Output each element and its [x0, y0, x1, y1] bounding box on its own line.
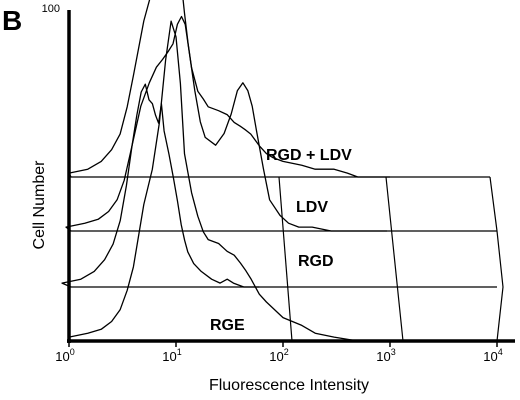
x-axis-title: Fluorescence Intensity: [209, 377, 369, 394]
y-max-label: 100: [42, 3, 60, 15]
x-tick-label: 101: [162, 347, 181, 364]
x-tick-label: 104: [483, 347, 502, 364]
histogram-series: [61, 0, 390, 342]
perspective-grid: [69, 176, 504, 342]
x-ticks: 100 101 102 103 104: [55, 341, 503, 364]
x-tick-label: 102: [269, 347, 288, 364]
grid-decade-line: [385, 176, 404, 342]
x-tick-label: 103: [376, 347, 395, 364]
y-axis-title: Cell Number: [31, 160, 48, 250]
histogram-line-ldv: [68, 0, 390, 178]
panel-letter: B: [2, 5, 22, 36]
grid-decade-line: [278, 176, 293, 342]
histogram-line-rgd-ldv: [68, 20, 390, 342]
series-label: RGD: [298, 253, 334, 270]
grid-right-edge: [489, 176, 504, 342]
series-label: LDV: [296, 199, 328, 216]
histogram-line-rgd: [65, 15, 387, 232]
series-labels: RGE RGD LDV RGD + LDV: [210, 147, 352, 334]
x-tick-label: 100: [55, 347, 74, 364]
series-label: RGD + LDV: [266, 147, 352, 164]
series-label: RGE: [210, 317, 245, 334]
